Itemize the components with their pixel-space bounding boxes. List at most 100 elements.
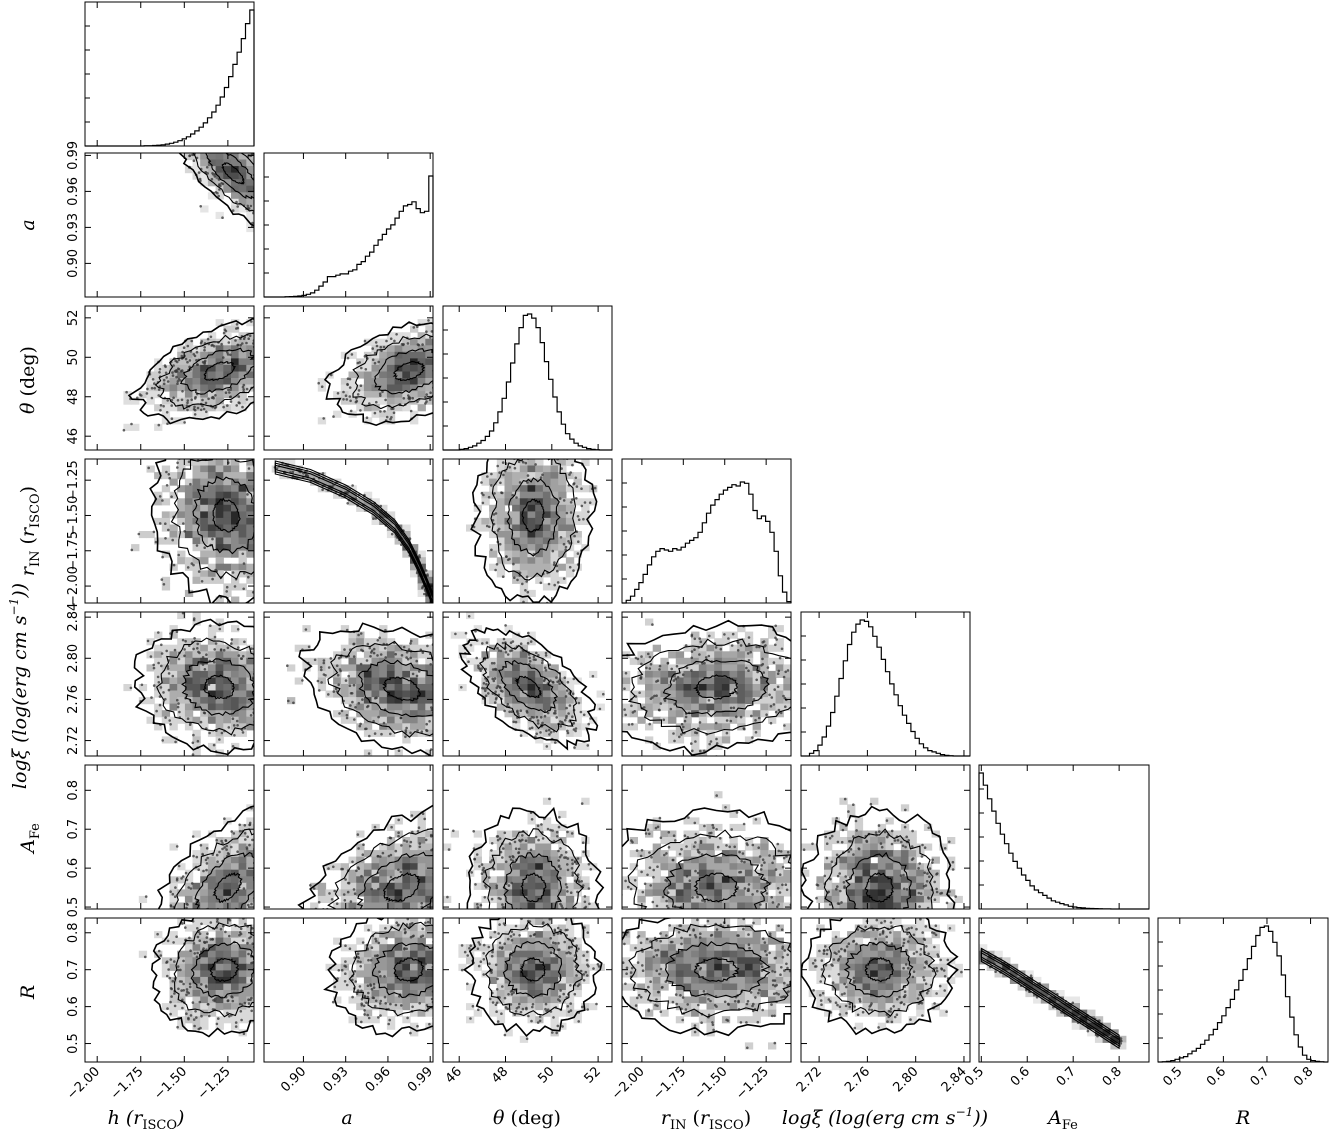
xticklabel-a-3: 0.99 xyxy=(405,1064,436,1095)
xticklabel-theta-0: 46 xyxy=(443,1064,465,1086)
frame-afe-rin xyxy=(621,764,792,910)
density-afe-vs-a xyxy=(310,810,433,909)
yticklabel-theta-2: 50 xyxy=(66,349,81,366)
xticklabel-h-1: −1.75 xyxy=(108,1064,147,1103)
ylabel-rin: rIN (rISCO) xyxy=(17,486,43,576)
hist-afe xyxy=(978,772,1149,910)
yticklabel-R-0: 0.5 xyxy=(66,1033,81,1054)
frame-theta-theta xyxy=(442,305,613,451)
hist-h xyxy=(85,9,255,147)
yticklabel-R-1: 0.6 xyxy=(66,996,81,1017)
yticklabel-xi-0: 2.72 xyxy=(66,726,81,755)
frame-afe-theta xyxy=(442,764,613,910)
y-axis-labels: a θ (deg) rIN (rISCO) logξ (log(erg cm s… xyxy=(7,219,43,1000)
frame-rin-theta xyxy=(442,458,613,604)
density-R-vs-a xyxy=(325,918,433,1037)
yticklabel-xi-3: 2.84 xyxy=(66,603,81,632)
contours-xi-vs-h xyxy=(133,618,254,756)
xticklabel-h-0: −2.00 xyxy=(64,1064,103,1103)
xticklabel-xi-0: 2.72 xyxy=(794,1064,825,1095)
density-layer xyxy=(123,153,1127,1050)
points-afe-vs-rin xyxy=(622,794,791,909)
frame-xi-a xyxy=(263,611,434,757)
density-theta-vs-h xyxy=(123,319,254,431)
density-afe-vs-xi xyxy=(801,797,963,909)
yticklabel-afe-1: 0.6 xyxy=(66,858,81,879)
frame-R-xi xyxy=(800,917,971,1063)
xticklabel-R-3: 0.8 xyxy=(1291,1064,1316,1089)
points-theta-vs-h xyxy=(122,320,254,432)
xticklabel-a-1: 0.93 xyxy=(320,1064,351,1095)
points-R-vs-xi xyxy=(811,918,963,1030)
frame-xi-theta xyxy=(442,611,613,757)
yticklabel-rin-1: −1.75 xyxy=(66,531,81,571)
xticklabel-theta-1: 48 xyxy=(489,1064,511,1086)
xticklabel-afe-2: 0.7 xyxy=(1054,1064,1079,1089)
contour-layer xyxy=(127,153,1120,1050)
contours-xi-vs-a xyxy=(298,622,433,756)
xticklabel-rin-1: −1.75 xyxy=(650,1064,689,1103)
frame-R-R xyxy=(1157,917,1329,1063)
yticklabel-a-0: 0.90 xyxy=(66,249,81,278)
yticklabel-a-1: 0.93 xyxy=(66,213,81,242)
xticklabel-rin-3: −1.25 xyxy=(733,1064,772,1103)
hist-xi xyxy=(801,619,970,757)
yticklabel-afe-0: 0.5 xyxy=(66,897,81,918)
xlabel-R: R xyxy=(1235,1107,1250,1129)
frame-rin-a xyxy=(263,458,434,604)
ylabel-R: R xyxy=(17,985,39,1000)
hist-a xyxy=(264,175,434,298)
yticklabel-afe-2: 0.7 xyxy=(66,819,81,840)
density-rin-vs-theta xyxy=(466,459,598,603)
frame-theta-h xyxy=(84,305,255,451)
points-afe-vs-a xyxy=(309,812,433,909)
xlabel-a: a xyxy=(341,1107,352,1129)
hist-R xyxy=(1158,925,1328,1063)
contours-afe-vs-rin xyxy=(622,807,791,909)
frame-afe-a xyxy=(263,764,434,910)
frame-rin-rin xyxy=(621,458,792,604)
contours-R-vs-rin xyxy=(622,918,791,1037)
yticklabel-theta-1: 48 xyxy=(66,388,81,405)
contours-afe-vs-a xyxy=(297,804,433,909)
xlabel-h: h (rISCO) xyxy=(108,1107,185,1133)
contours-a-vs-h xyxy=(178,153,254,227)
contours-R-vs-afe xyxy=(980,947,1120,1050)
frame-R-h xyxy=(84,917,255,1063)
frame-R-afe xyxy=(978,917,1150,1063)
yticklabel-afe-3: 0.8 xyxy=(66,780,81,801)
density-xi-vs-a xyxy=(287,625,433,756)
yticklabel-theta-0: 46 xyxy=(66,428,81,445)
hist-theta xyxy=(443,313,612,451)
xticklabel-theta-3: 52 xyxy=(582,1064,604,1086)
frame-a-h xyxy=(84,152,255,298)
ylabel-afe: AFe xyxy=(17,823,43,855)
yticklabel-a-2: 0.96 xyxy=(66,177,81,206)
density-afe-vs-h xyxy=(138,804,254,909)
xticklabel-afe-0: 0.5 xyxy=(962,1064,987,1089)
yticklabel-rin-0: −2.00 xyxy=(66,566,81,606)
points-afe-vs-theta xyxy=(446,797,593,909)
xticklabel-R-0: 0.5 xyxy=(1160,1064,1185,1089)
xticklabel-xi-1: 2.76 xyxy=(842,1064,873,1095)
yticklabel-xi-2: 2.80 xyxy=(66,644,81,673)
yticklabel-xi-1: 2.76 xyxy=(66,685,81,714)
xticklabel-R-2: 0.7 xyxy=(1248,1064,1273,1089)
frame-R-theta xyxy=(442,917,613,1063)
ylabel-xi: logξ (log(erg cm s−1)) xyxy=(7,583,31,789)
contours-R-vs-a xyxy=(323,918,433,1038)
frame-h-h xyxy=(84,1,255,147)
density-R-vs-rin xyxy=(622,918,791,1050)
ylabel-theta: θ (deg) xyxy=(17,346,39,414)
points-xi-vs-rin xyxy=(623,623,791,756)
xticklabel-rin-0: −2.00 xyxy=(609,1064,648,1103)
density-xi-vs-rin xyxy=(622,618,791,756)
xticklabel-afe-3: 0.8 xyxy=(1100,1064,1125,1089)
points-rin-vs-theta xyxy=(471,459,597,603)
frame-R-a xyxy=(263,917,434,1063)
points-xi-vs-a xyxy=(286,628,433,755)
yticklabel-theta-3: 52 xyxy=(66,310,81,327)
points-theta-vs-a xyxy=(317,319,433,422)
xticklabel-a-2: 0.96 xyxy=(363,1064,394,1095)
x-axis-labels: h (rISCO) a θ (deg) rIN (rISCO) logξ (lo… xyxy=(108,1105,1251,1133)
